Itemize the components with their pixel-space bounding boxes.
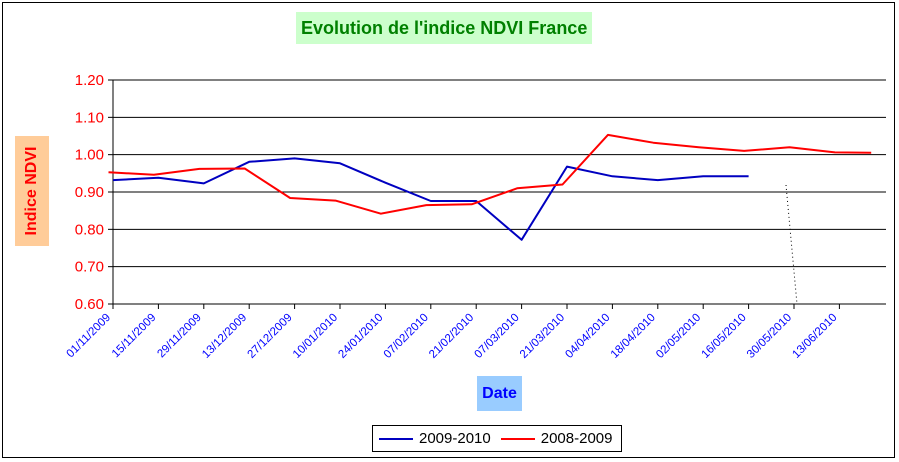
x-tick-label: 30/05/2010 [745, 312, 794, 361]
chart-title: Evolution de l'indice NDVI France [296, 12, 593, 44]
x-tick-label: 21/03/2010 [518, 312, 567, 361]
x-tick-label: 27/12/2009 [246, 312, 295, 361]
x-tick-label: 24/01/2010 [336, 312, 385, 361]
x-tick-label: 29/11/2009 [155, 312, 204, 361]
legend-label-2009-2010: 2009-2010 [419, 430, 491, 447]
legend-swatch-2009-2010 [379, 437, 413, 440]
y-tick-label: 1.10 [75, 109, 104, 126]
dotted-marker-line [785, 184, 798, 305]
x-tick-label: 04/04/2010 [563, 312, 612, 361]
y-tick-label: 1.20 [75, 72, 104, 89]
axes [108, 79, 886, 309]
x-tick-label: 15/11/2009 [110, 312, 159, 361]
x-tick-labels: 01/11/200915/11/200929/11/200913/12/2009… [65, 312, 840, 361]
y-axis-label-box [15, 136, 49, 246]
x-tick-label: 10/01/2010 [291, 312, 340, 361]
gridlines [113, 79, 886, 268]
x-tick-label: 07/03/2010 [473, 312, 522, 361]
legend-label-2008-2009: 2008-2009 [540, 430, 613, 447]
y-tick-label: 0.70 [75, 259, 104, 276]
legend-entry-2009-2010: 2009-2010 [379, 430, 491, 447]
series-line-2008-2009 [108, 133, 872, 215]
x-tick-label: 01/11/2009 [65, 312, 114, 361]
series-line-2009-2010 [112, 157, 749, 241]
x-tick-label: 18/04/2010 [609, 312, 658, 361]
series-lines [108, 133, 872, 241]
legend-swatch-2008-2009 [500, 437, 535, 440]
y-tick-label: 0.60 [75, 296, 104, 313]
y-tick-labels: 0.60 0.70 0.80 0.90 1.00 1.10 1.20 [75, 72, 104, 313]
x-tick-label: 13/12/2009 [200, 312, 249, 361]
x-tick-label: 13/06/2010 [790, 312, 839, 361]
x-tick-label: 07/02/2010 [382, 312, 431, 361]
y-tick-label: 0.80 [75, 221, 104, 238]
x-tick-label: 02/05/2010 [654, 312, 703, 361]
y-tick-label: 0.90 [75, 184, 104, 201]
y-tick-label: 1.00 [75, 147, 104, 164]
x-axis-label: Date [477, 376, 522, 411]
x-tick-label: 21/02/2010 [427, 312, 476, 361]
legend-entry-2008-2009: 2008-2009 [500, 430, 613, 447]
legend: 2009-2010 2008-2009 [372, 425, 622, 452]
x-tick-label: 16/05/2010 [700, 312, 749, 361]
